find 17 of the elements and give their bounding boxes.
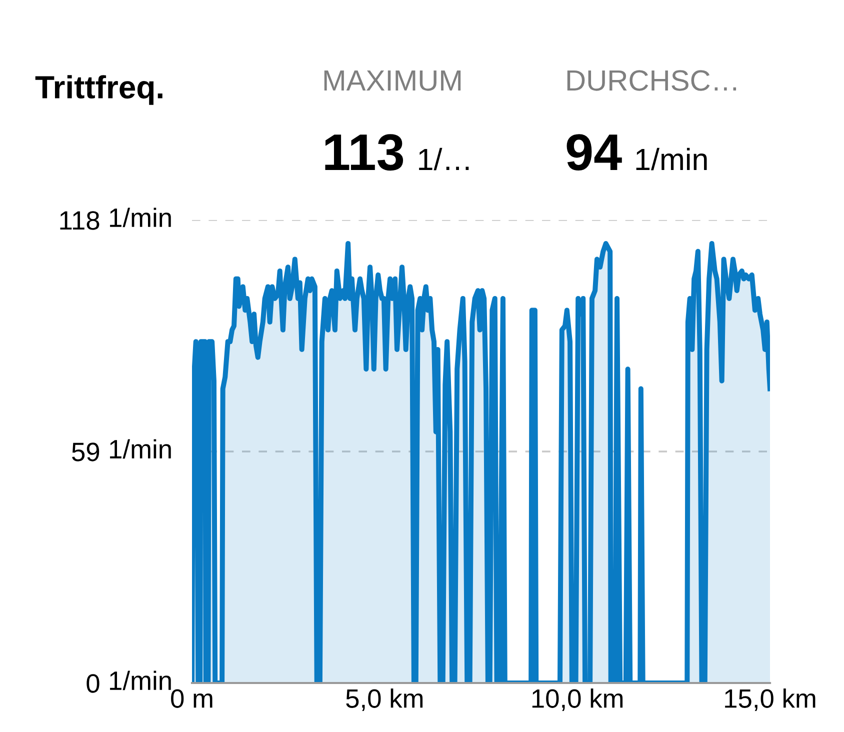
text: DURCHSC…: [567, 70, 736, 91]
text: 1/min: [110, 208, 171, 228]
y-tick-label: 59: [72, 442, 100, 462]
x-tick-label: 15,0 km: [725, 688, 816, 712]
x-tick-label: 5,0 km: [346, 688, 423, 712]
y-tick-label: 118: [60, 211, 100, 230]
text: 1/…: [419, 148, 469, 170]
y-axis-title: 1/min: [110, 670, 171, 690]
text: 1/min: [110, 439, 171, 459]
x-tick-label: 0 m: [171, 689, 212, 708]
text: 94: [566, 134, 622, 171]
text: 113: [325, 134, 404, 171]
chart-title: Trittfreq.: [35, 75, 162, 105]
text: MAXIMUM: [324, 70, 461, 91]
y-tick-label: 0: [86, 674, 100, 693]
text: 1/min: [636, 148, 707, 170]
x-tick-label: 10,0 km: [532, 688, 623, 712]
